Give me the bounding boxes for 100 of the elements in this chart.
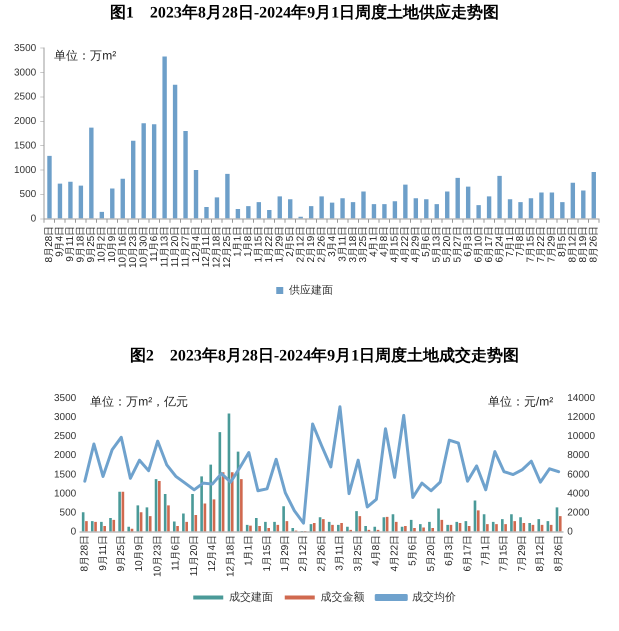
bar xyxy=(254,518,258,532)
bar xyxy=(291,528,294,532)
bar xyxy=(146,507,148,532)
y2-tick-label: 6000 xyxy=(567,469,590,480)
bar xyxy=(267,210,272,218)
x-tick-label: 10月9日 xyxy=(107,226,118,262)
bar xyxy=(47,156,52,218)
bar xyxy=(228,413,230,532)
bar xyxy=(340,522,343,532)
bar xyxy=(164,494,166,532)
x-tick-label: 9月11日 xyxy=(65,226,76,262)
bar xyxy=(474,500,476,532)
y-tick-label: 1500 xyxy=(54,469,77,480)
bar xyxy=(440,520,444,532)
bar xyxy=(581,190,586,218)
chart-title: 图1 2023年8月28日-2024年9月1日周度土地供应走势图 xyxy=(110,2,500,22)
bar xyxy=(122,492,124,532)
x-tick-label: 7月29日 xyxy=(546,226,558,262)
x-tick-label: 1月8日 xyxy=(243,226,254,257)
x-tick-label: 5月6日 xyxy=(408,534,419,566)
legend-label: 成交均价 xyxy=(412,590,456,604)
x-tick-label: 6月17日 xyxy=(462,534,474,572)
x-tick-label: 12月4日 xyxy=(190,226,202,262)
bar xyxy=(110,188,114,218)
bar xyxy=(136,505,140,532)
bar xyxy=(118,492,121,532)
bar xyxy=(346,526,349,532)
bar xyxy=(550,192,554,218)
x-tick-label: 4月8日 xyxy=(379,226,390,257)
bar xyxy=(392,201,398,218)
bar xyxy=(424,199,428,218)
bar xyxy=(476,205,481,218)
x-tick-label: 6月3日 xyxy=(462,226,474,257)
bar xyxy=(258,526,261,532)
x-tick-label: 7月8日 xyxy=(515,226,526,257)
bar xyxy=(361,191,366,218)
bar xyxy=(154,479,158,532)
bar xyxy=(486,524,489,532)
y2-tick-label: 10000 xyxy=(567,431,596,442)
bar xyxy=(386,516,388,532)
bar xyxy=(400,526,404,532)
bar xyxy=(428,522,431,532)
bar xyxy=(355,511,358,532)
bar xyxy=(556,507,558,532)
bar xyxy=(204,504,206,532)
x-tick-label: 1月1日 xyxy=(232,226,244,257)
x-tick-label: 2月26日 xyxy=(316,534,328,572)
y2-tick-label: 12000 xyxy=(567,412,596,424)
bar xyxy=(58,184,62,218)
x-tick-label: 8月12日 xyxy=(535,534,546,572)
x-tick-label: 5月6日 xyxy=(421,226,432,257)
y-tick-label: 3000 xyxy=(14,67,37,78)
bar xyxy=(141,123,146,218)
x-tick-label: 8月26日 xyxy=(588,226,600,262)
bar xyxy=(185,522,188,532)
annotation: 单位：万m² xyxy=(54,48,116,63)
x-tick-label: 2月26日 xyxy=(316,226,328,262)
bar xyxy=(540,524,544,532)
bar xyxy=(318,517,322,532)
bar xyxy=(176,526,179,532)
bar xyxy=(592,172,596,218)
x-tick-label: 5月27日 xyxy=(452,226,464,262)
x-tick-label: 7月15日 xyxy=(498,534,510,572)
bar xyxy=(328,522,331,532)
x-tick-label: 2月5日 xyxy=(284,226,296,257)
x-tick-label: 1月29日 xyxy=(280,534,292,572)
bar xyxy=(286,521,288,532)
annotation: 单位：元/m² xyxy=(488,394,554,409)
bar xyxy=(140,512,142,532)
bar xyxy=(445,191,450,218)
legend-label: 成交金额 xyxy=(320,590,364,604)
bar xyxy=(322,519,325,532)
bar xyxy=(497,176,502,218)
x-tick-label: 5月20日 xyxy=(442,226,453,262)
x-tick-label: 8月28日 xyxy=(80,534,91,572)
x-tick-label: 11月20日 xyxy=(188,534,200,576)
bar xyxy=(276,524,280,532)
bar xyxy=(518,202,523,218)
bar xyxy=(431,528,434,532)
x-tick-label: 11月13日 xyxy=(159,226,170,268)
bar xyxy=(458,522,462,532)
x-tick-label: 4月29日 xyxy=(410,226,422,262)
chart-title: 图2 2023年8月28日-2024年9月1日周度土地成交走势图 xyxy=(130,346,520,365)
bar xyxy=(422,528,425,532)
bar xyxy=(455,178,460,218)
bar xyxy=(89,128,94,218)
bar xyxy=(78,186,84,218)
x-tick-label: 1月15日 xyxy=(262,534,273,572)
bar xyxy=(350,202,356,218)
bar xyxy=(414,198,418,218)
x-tick-label: 4月22日 xyxy=(389,534,400,572)
y-tick-label: 3500 xyxy=(54,392,77,404)
x-tick-label: 9月18日 xyxy=(76,226,87,262)
x-tick-label: 8月12日 xyxy=(568,226,579,262)
bar xyxy=(340,198,345,218)
bar xyxy=(94,522,97,532)
bar xyxy=(546,521,550,532)
bar xyxy=(236,209,240,218)
bar xyxy=(492,522,495,532)
x-tick-label: 4月8日 xyxy=(371,534,382,566)
